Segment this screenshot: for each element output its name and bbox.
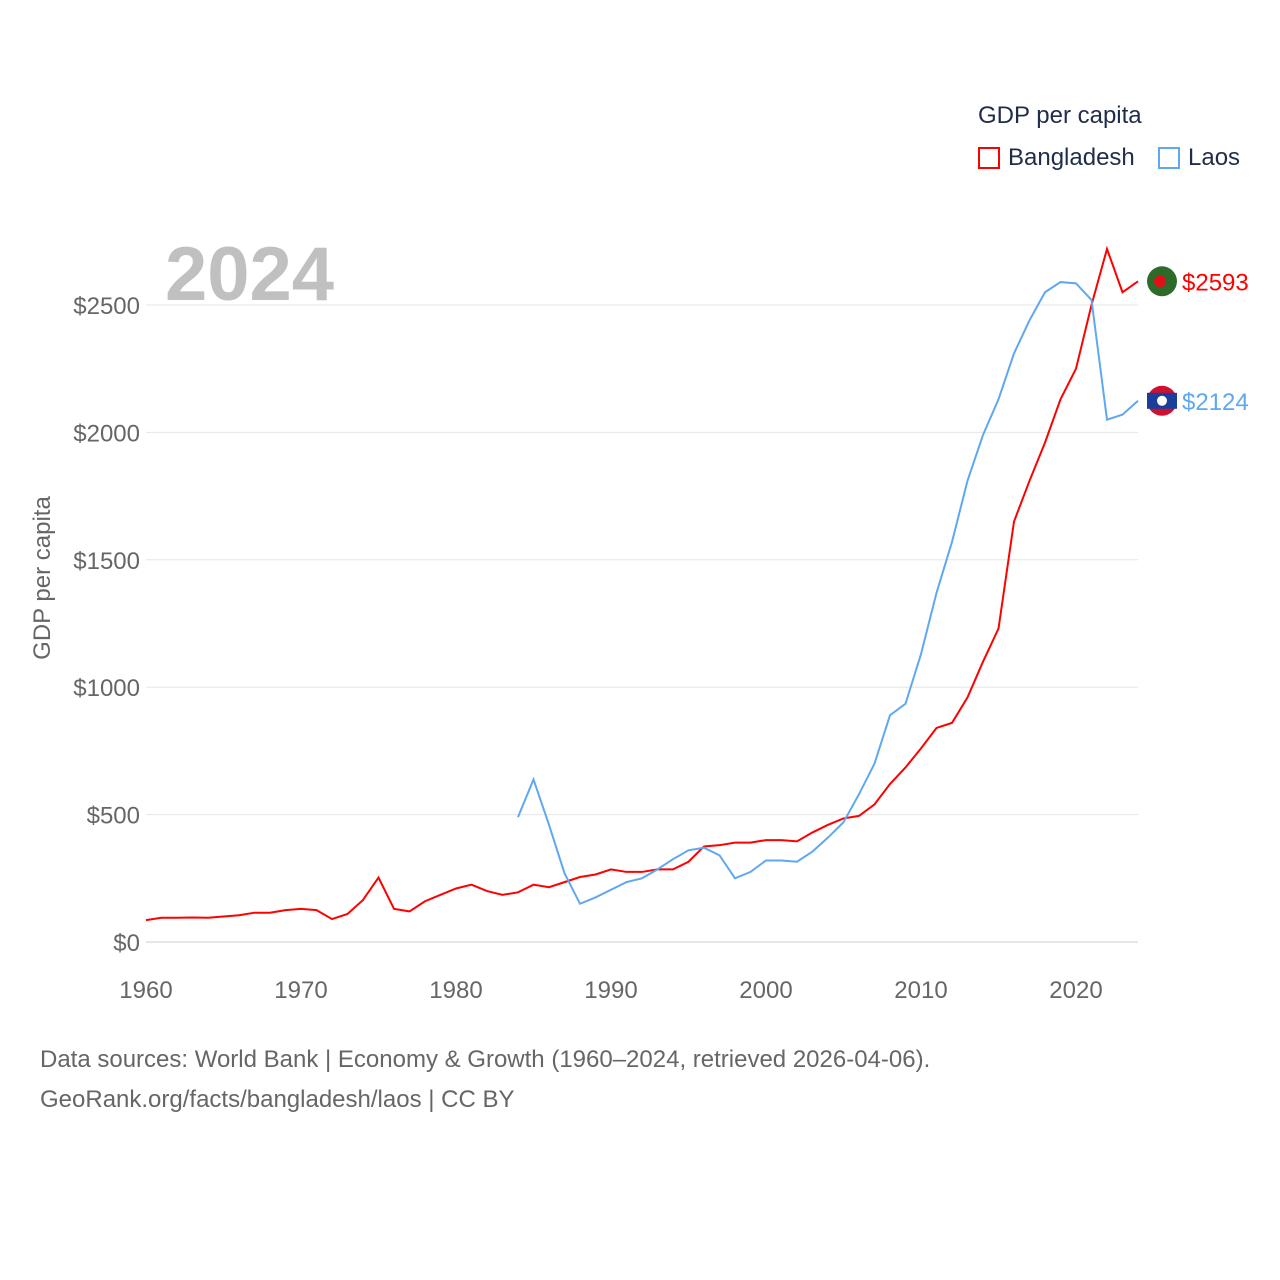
legend-swatch [1158, 147, 1180, 169]
y-tick-label: $1000 [73, 675, 140, 702]
y-tick-label: $0 [113, 930, 140, 957]
flag-disc [1157, 395, 1167, 406]
y-tick-label: $2500 [73, 293, 140, 320]
end-value-label: $2593 [1182, 269, 1249, 296]
x-tick-label: 1980 [429, 977, 482, 1004]
end-value-label: $2124 [1182, 389, 1249, 416]
legend-item-bangladesh[interactable]: Bangladesh [978, 144, 1135, 172]
legend-title: GDP per capita [978, 102, 1142, 129]
legend-item-laos[interactable]: Laos [1158, 144, 1240, 172]
legend-label: Laos [1188, 144, 1241, 171]
x-tick-label: 1990 [584, 977, 637, 1004]
y-tick-label: $1500 [73, 548, 140, 575]
x-tick-label: 1960 [119, 977, 172, 1004]
y-axis-label: GDP per capita [29, 496, 56, 660]
x-tick-label: 2000 [739, 977, 792, 1004]
x-tick-label: 2020 [1049, 977, 1102, 1004]
legend-label: Bangladesh [1008, 144, 1135, 171]
flag-disc [1154, 275, 1166, 288]
series-line-laos [517, 281, 1139, 906]
source-line-2: GeoRank.org/facts/bangladesh/laos | CC B… [40, 1086, 515, 1113]
x-tick-label: 1970 [274, 977, 327, 1004]
y-tick-label: $500 [87, 803, 140, 830]
series-line-bangladesh [145, 245, 1139, 922]
legend-swatch [978, 147, 1000, 169]
y-tick-label: $2000 [73, 420, 140, 447]
x-tick-label: 2010 [894, 977, 947, 1004]
year-label: 2024 [165, 232, 334, 317]
source-line-1: Data sources: World Bank | Economy & Gro… [40, 1046, 931, 1073]
